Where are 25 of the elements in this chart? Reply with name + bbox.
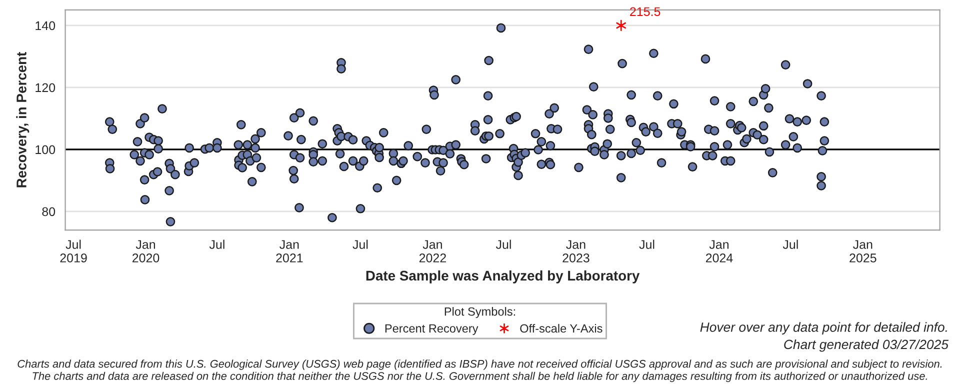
text: Hover over any data point for detailed info. (700, 322, 947, 334)
x-tick-label: Jul (496, 240, 511, 249)
legend-title: Plot Symbols: (444, 307, 516, 318)
x-tick-label: Jan 2022 (419, 240, 446, 262)
x-tick-label: Jan 2020 (132, 240, 160, 262)
y-axis-title: Recovery, in Percent (16, 52, 30, 188)
x-tick-label: Jan 2025 (850, 240, 876, 262)
legend-label: Percent Recovery (385, 324, 478, 335)
annotation: 215.5 (630, 7, 660, 16)
y-tick-label: 80 (42, 207, 56, 216)
x-tick-label: Jul (639, 240, 654, 249)
x-tick-label: Jul (209, 240, 224, 249)
x-tick-label: Jul (782, 240, 798, 249)
y-tick-label: 100 (36, 145, 56, 154)
x-tick-label: Jan 2023 (562, 240, 590, 262)
x-tick-label: Jan 2021 (276, 240, 303, 262)
text: Charts and data secured from this U.S. Geological Survey (USGS) web page (identified as IBSP) have not received official USGS approval and as such are provisional and subject to revision. The charts and data are released on the condition that neither the USGS nor the U.S. Government shall be held liable for any damages resulting from its authorized or unauthorized use. (18, 360, 942, 382)
y-tick-label: 120 (36, 83, 56, 92)
legend-label: Off-scale Y-Axis (520, 324, 602, 333)
x-tick-label: Jul 2019 (60, 240, 87, 262)
text: Chart generated 03/27/2025 (784, 339, 949, 352)
x-axis-title: Date Sample was Analyzed by Laboratory (366, 270, 640, 284)
x-tick-label: Jul (352, 240, 368, 249)
x-tick-label: Jan 2024 (706, 240, 733, 262)
y-tick-label: 140 (36, 21, 56, 30)
